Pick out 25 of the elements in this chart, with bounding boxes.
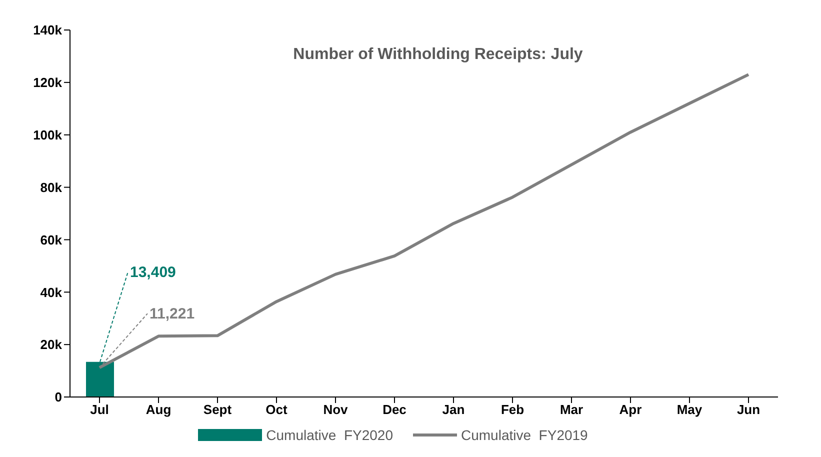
x-tick-label: Oct [266,402,288,418]
x-tick-label: Jul [90,402,109,418]
data-label: 13,409 [130,264,176,281]
legend-label: Cumulative FY2020 [266,427,393,443]
x-tick-label: Feb [500,402,524,418]
x-tick-label: Aug [146,402,172,418]
x-tick-label: Sept [203,402,232,418]
x-tick-label: Dec [382,402,406,418]
text: Number of Withholding Receipts: July [292,46,584,64]
y-tick-label: 20k [40,337,63,352]
x-tick-label: Jun [736,402,760,418]
x-tick-label: Jan [442,402,465,418]
x-tick-label: Apr [619,402,642,418]
legend-label: Cumulative FY2019 [461,427,588,443]
data-label: 11,221 [150,306,195,323]
x-tick-label: Nov [323,402,349,418]
x-tick-label: May [676,402,703,418]
y-tick-label: 100k [33,127,63,142]
y-tick-label: 40k [40,284,63,300]
y-tick-label: 140k [33,22,63,38]
y-tick-label: 0 [54,390,62,405]
y-tick-label: 120k [33,75,63,90]
x-tick-label: Mar [560,402,584,418]
y-tick-label: 60k [40,232,63,248]
y-tick-label: 80k [40,180,63,195]
